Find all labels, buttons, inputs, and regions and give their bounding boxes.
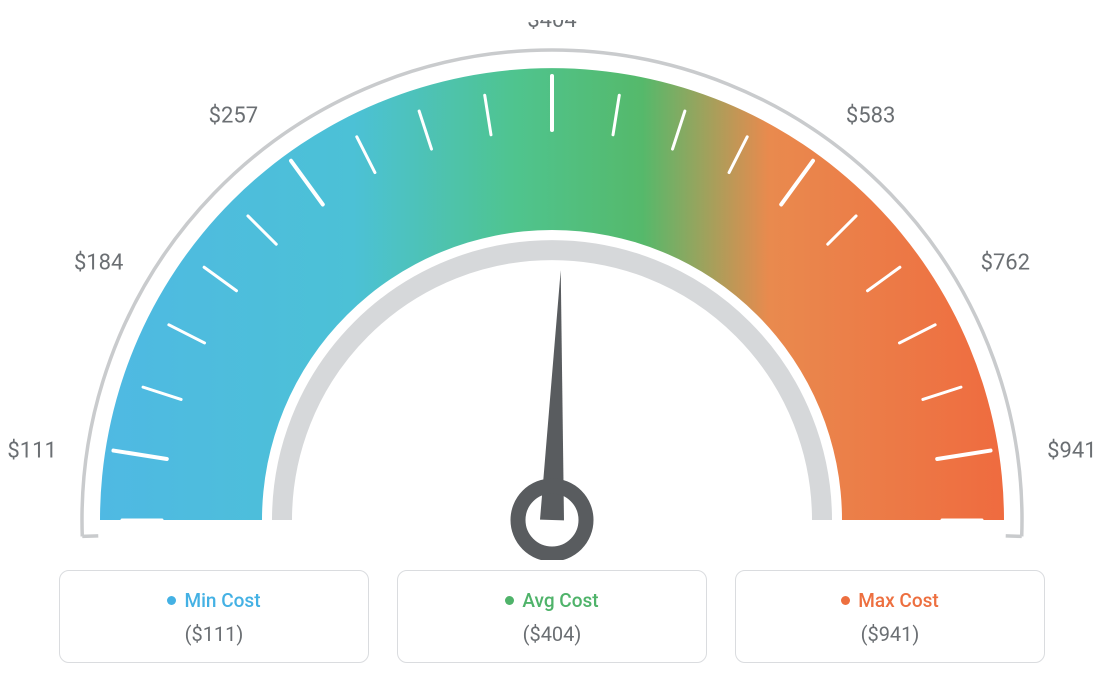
legend-row: Min Cost ($111) Avg Cost ($404) Max Cost ($94…	[59, 570, 1045, 663]
legend-title: Avg Cost	[505, 589, 598, 612]
legend-title: Min Cost	[167, 589, 260, 612]
legend-value: ($111)	[80, 622, 348, 646]
legend-dot	[841, 596, 850, 605]
gauge-tick-label: $762	[981, 250, 1030, 275]
legend-value: ($941)	[756, 622, 1024, 646]
gauge-tick-label: $257	[209, 103, 258, 128]
cost-gauge: $111 $184 $257 $404 $583 $762 $941	[0, 20, 1104, 560]
gauge-tick-label: $184	[74, 250, 123, 275]
gauge-tick-label: $111	[7, 438, 56, 463]
legend-title: Max Cost	[841, 589, 938, 612]
gauge-tick-label: $404	[527, 20, 576, 33]
legend-label: Avg Cost	[522, 589, 598, 612]
legend-card: Min Cost ($111)	[59, 570, 369, 663]
legend-dot	[505, 596, 514, 605]
legend-dot	[167, 596, 176, 605]
legend-label: Max Cost	[858, 589, 938, 612]
legend-card: Avg Cost ($404)	[397, 570, 707, 663]
gauge-svg: $111 $184 $257 $404 $583 $762 $941	[0, 20, 1104, 560]
gauge-tick-label: $941	[1047, 438, 1096, 463]
legend-label: Min Cost	[184, 589, 260, 612]
legend-card: Max Cost ($941)	[735, 570, 1045, 663]
legend-value: ($404)	[418, 622, 686, 646]
gauge-tick-label: $583	[846, 103, 895, 128]
